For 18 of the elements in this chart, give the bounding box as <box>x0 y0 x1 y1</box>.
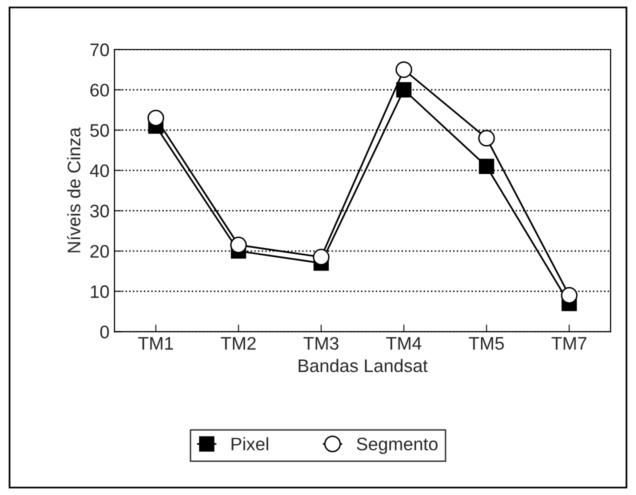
y-tick-label: 50 <box>90 124 109 137</box>
y-axis-title: Níveis de Cinza <box>66 127 80 252</box>
x-axis-title: Bandas Landsat <box>298 358 428 372</box>
x-tick-label: TM3 <box>304 336 338 350</box>
x-tick-label: TM4 <box>386 337 422 350</box>
y-tick-label: 0 <box>100 326 109 338</box>
x-tick-label: TM1 <box>138 337 173 350</box>
x-tick-label: TM7 <box>552 337 586 350</box>
y-tick-label: 20 <box>90 244 109 258</box>
legend-label: Segmento <box>356 438 438 454</box>
y-tick-label: 10 <box>90 285 109 298</box>
x-tick-label: TM2 <box>220 336 256 350</box>
y-tick-label: 60 <box>90 84 109 97</box>
y-tick-label: 70 <box>90 43 109 56</box>
y-tick-label: 40 <box>90 164 109 178</box>
legend-label: Pixel <box>232 437 268 450</box>
y-tick-label: 30 <box>90 204 109 218</box>
x-tick-label: TM5 <box>468 337 504 350</box>
